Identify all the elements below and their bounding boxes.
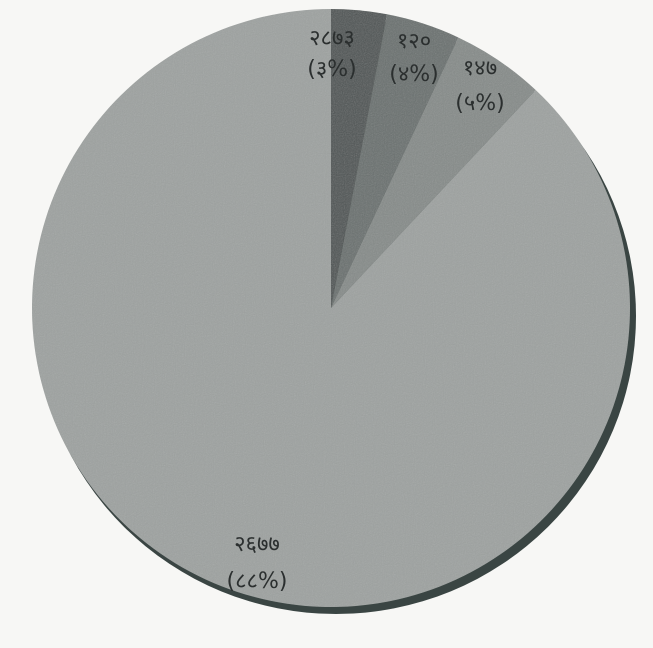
pie-slice-2 [331, 14, 459, 309]
pie-slice-1 [331, 9, 388, 308]
slice-percent-label-4: (८८%) [227, 569, 288, 594]
slice-percent-label-1: (३%) [307, 57, 357, 82]
slice-value-label-3: १४७ [463, 56, 497, 81]
pie-slices [31, 9, 630, 607]
slice-percent-label-3: (५%) [455, 91, 505, 116]
slice-value-label-4: २६७७ [234, 532, 280, 557]
pie-labels: २८७३ (३%) १२० (४%) १४७ (५%) २६७७ (८८%) [227, 26, 505, 594]
pie-slice-3 [331, 37, 536, 309]
slice-percent-label-2: (४%) [389, 62, 439, 87]
pie-slice-4 [31, 9, 630, 607]
slice-value-label-1: २८७३ [309, 26, 355, 51]
slice-value-label-2: १२० [397, 29, 431, 54]
